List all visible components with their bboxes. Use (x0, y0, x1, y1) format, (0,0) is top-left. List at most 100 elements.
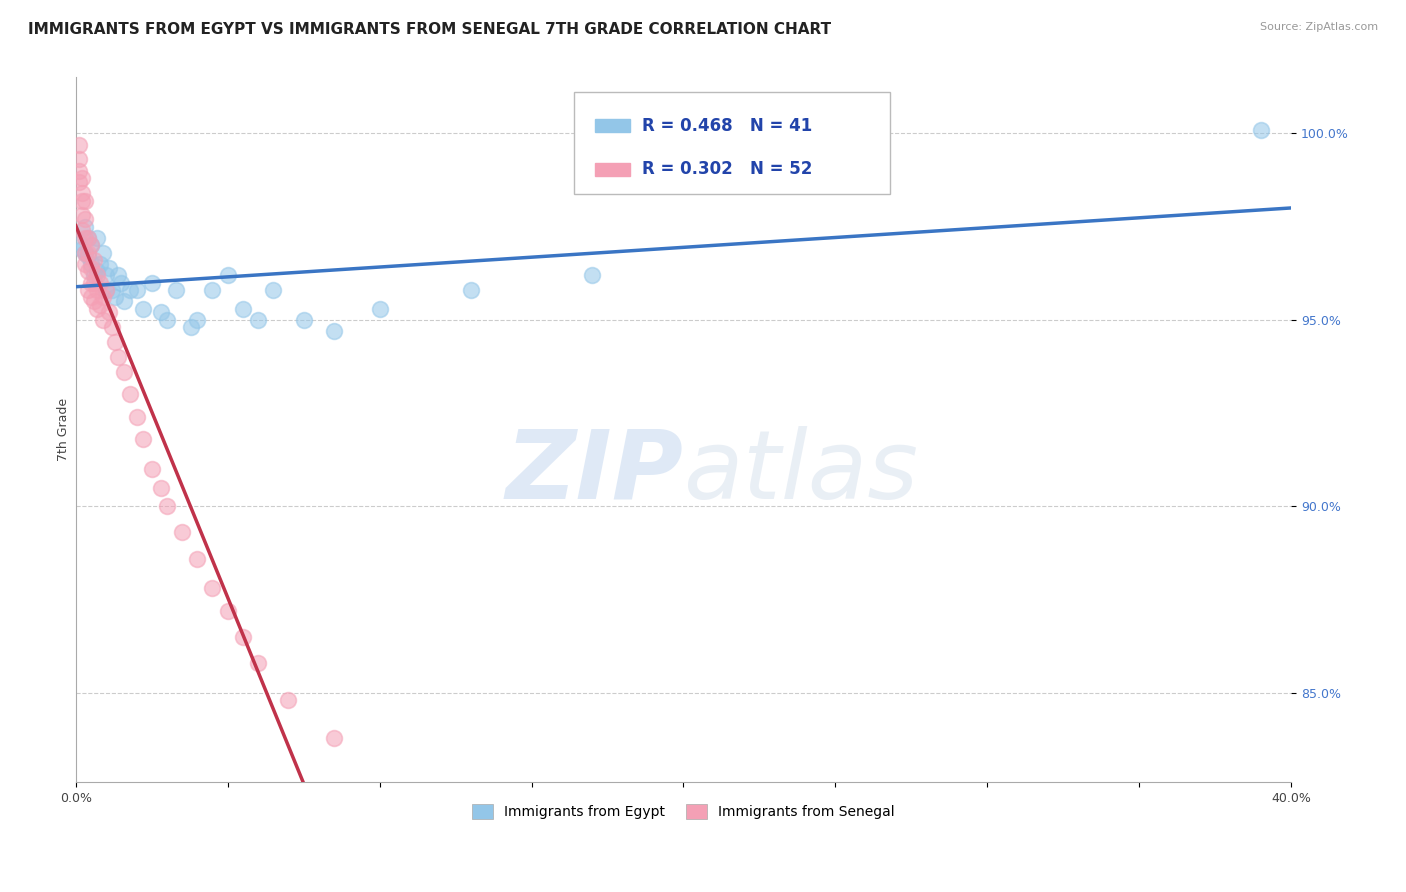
Legend: Immigrants from Egypt, Immigrants from Senegal: Immigrants from Egypt, Immigrants from S… (467, 799, 900, 825)
Point (77, 264, 100, 278)
Point (73, 219, 96, 234)
Point (232, 301, 254, 316)
Point (112, 294, 135, 309)
Point (80, 238, 103, 252)
Point (98, 260, 121, 275)
Point (70, 223, 93, 237)
Point (107, 350, 129, 364)
Point (67, 153, 90, 167)
Point (77, 231, 100, 245)
Point (156, 313, 179, 327)
Text: ZIP: ZIP (506, 425, 683, 518)
Point (141, 276, 163, 290)
Point (73, 231, 96, 245)
Point (120, 283, 142, 297)
Y-axis label: 7th Grade: 7th Grade (58, 399, 70, 461)
FancyBboxPatch shape (574, 92, 890, 194)
Point (247, 313, 270, 327)
Point (80, 260, 103, 275)
Point (89, 257, 111, 271)
Text: IMMIGRANTS FROM EGYPT VS IMMIGRANTS FROM SENEGAL 7TH GRADE CORRELATION CHART: IMMIGRANTS FROM EGYPT VS IMMIGRANTS FROM… (28, 22, 831, 37)
Point (180, 320, 202, 334)
Point (94, 268, 117, 282)
Point (86, 231, 108, 245)
Point (77, 231, 100, 245)
Point (83, 294, 105, 309)
Point (125, 283, 148, 297)
Point (201, 283, 224, 297)
Point (217, 268, 239, 282)
Point (1250, 122, 1272, 136)
Point (67, 137, 90, 152)
Point (77, 283, 100, 297)
Point (73, 245, 96, 260)
Point (149, 481, 172, 495)
Point (581, 268, 603, 282)
Point (94, 283, 117, 297)
Point (101, 320, 124, 334)
Point (292, 313, 315, 327)
Bar (595, 120, 630, 132)
Point (73, 194, 96, 208)
Point (186, 551, 208, 566)
Bar (595, 163, 630, 176)
Point (217, 604, 239, 618)
Point (232, 630, 254, 644)
Point (460, 283, 482, 297)
Point (125, 409, 148, 424)
Point (86, 283, 108, 297)
Point (201, 582, 224, 596)
Point (156, 500, 179, 514)
Point (67, 163, 90, 178)
Text: atlas: atlas (683, 425, 918, 518)
Point (80, 238, 103, 252)
Point (83, 253, 105, 268)
Point (247, 656, 270, 670)
Point (70, 209, 93, 223)
Point (101, 283, 124, 297)
Point (131, 301, 153, 316)
Point (131, 432, 153, 446)
Point (70, 171, 93, 186)
Point (86, 264, 108, 278)
Point (77, 245, 100, 260)
Point (165, 283, 187, 297)
Point (368, 301, 391, 316)
Point (91, 245, 114, 260)
Point (67, 175, 90, 189)
Point (94, 283, 117, 297)
Point (80, 257, 103, 271)
Point (98, 305, 121, 319)
Point (80, 291, 103, 305)
Point (104, 335, 127, 350)
Point (186, 313, 208, 327)
Point (141, 462, 163, 476)
Point (107, 268, 129, 282)
Point (89, 276, 111, 290)
Point (120, 387, 142, 401)
Point (323, 731, 346, 745)
Point (91, 313, 114, 327)
Point (80, 276, 103, 290)
Point (149, 305, 172, 319)
Point (73, 212, 96, 227)
Point (86, 301, 108, 316)
Point (262, 283, 284, 297)
Point (70, 186, 93, 200)
Point (83, 268, 105, 282)
Point (70, 242, 93, 256)
Point (89, 298, 111, 312)
Point (83, 276, 105, 290)
Point (70, 194, 93, 208)
Point (323, 324, 346, 338)
Point (277, 693, 299, 707)
Point (67, 235, 90, 249)
Text: R = 0.468   N = 41: R = 0.468 N = 41 (643, 117, 813, 135)
Point (73, 245, 96, 260)
Point (91, 291, 114, 305)
Point (172, 525, 194, 540)
Point (110, 276, 132, 290)
Text: R = 0.302   N = 52: R = 0.302 N = 52 (643, 161, 813, 178)
Point (112, 365, 135, 379)
Point (77, 250, 100, 264)
